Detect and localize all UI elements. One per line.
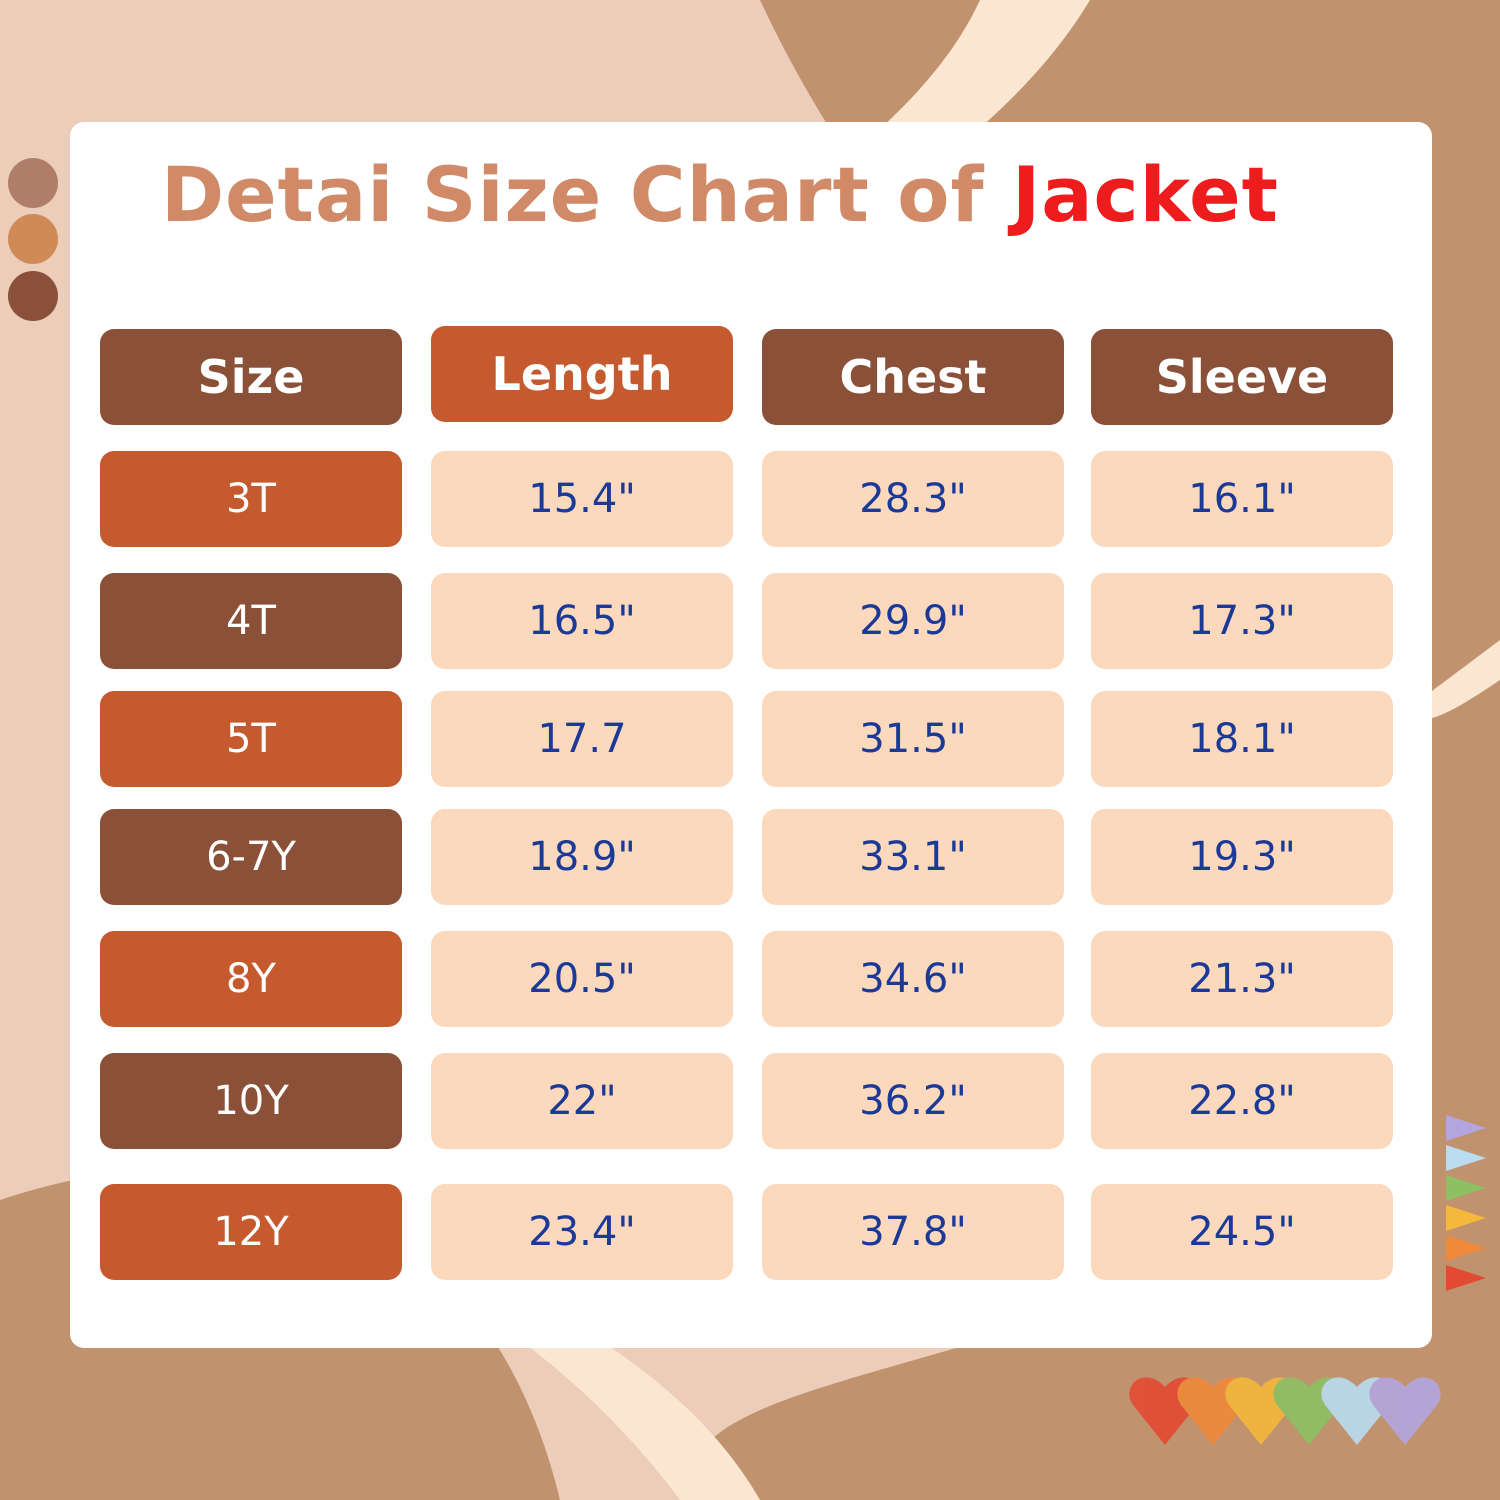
length-value: 15.4" [431, 451, 733, 547]
size-cell: 4T [100, 573, 402, 669]
sleeve-value: 21.3" [1091, 931, 1393, 1027]
chest-value: 34.6" [762, 931, 1064, 1027]
chest-value: 36.2" [762, 1053, 1064, 1149]
length-value: 18.9" [431, 809, 733, 905]
length-value: 17.7 [431, 691, 733, 787]
heart-icon [1369, 1377, 1441, 1445]
length-value: 20.5" [431, 931, 733, 1027]
title-accent: Jacket [1011, 150, 1279, 239]
chest-value: 29.9" [762, 573, 1064, 669]
chest-value: 28.3" [762, 451, 1064, 547]
sleeve-value: 16.1" [1091, 451, 1393, 547]
size-cell: 3T [100, 451, 402, 547]
decor-dot [8, 214, 58, 264]
header-length: Length [431, 326, 733, 422]
sleeve-value: 22.8" [1091, 1053, 1393, 1149]
header-sleeve: Sleeve [1091, 329, 1393, 425]
size-cell: 10Y [100, 1053, 402, 1149]
sleeve-value: 19.3" [1091, 809, 1393, 905]
length-value: 23.4" [431, 1184, 733, 1280]
size-cell: 12Y [100, 1184, 402, 1280]
length-value: 16.5" [431, 573, 733, 669]
chest-value: 33.1" [762, 809, 1064, 905]
size-cell: 8Y [100, 931, 402, 1027]
title-main: Detai Size Chart of [161, 150, 1012, 239]
length-value: 22" [431, 1053, 733, 1149]
header-size: Size [100, 329, 402, 425]
chest-value: 31.5" [762, 691, 1064, 787]
side-hearts-decoration [1446, 1115, 1486, 1291]
sleeve-value: 24.5" [1091, 1184, 1393, 1280]
sleeve-value: 17.3" [1091, 573, 1393, 669]
size-cell: 6-7Y [100, 809, 402, 905]
decor-dot [8, 158, 58, 208]
hearts-decoration [1129, 1377, 1441, 1445]
sleeve-value: 18.1" [1091, 691, 1393, 787]
chest-value: 37.8" [762, 1184, 1064, 1280]
header-chest: Chest [762, 329, 1064, 425]
chart-title: Detai Size Chart of Jacket [0, 150, 1440, 239]
decor-dot [8, 271, 58, 321]
size-cell: 5T [100, 691, 402, 787]
